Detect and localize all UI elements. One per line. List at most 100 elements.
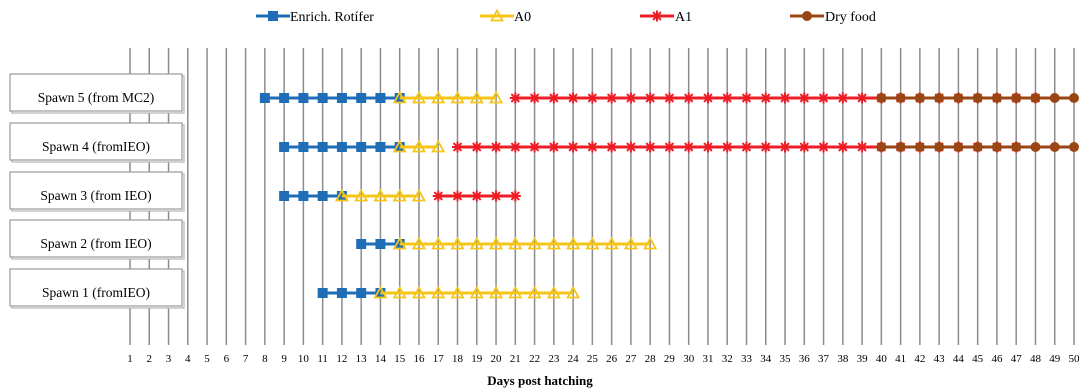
data-point bbox=[336, 93, 347, 103]
x-tick-label: 23 bbox=[548, 353, 560, 365]
x-tick-label: 31 bbox=[702, 353, 713, 365]
data-point bbox=[760, 141, 772, 153]
data-point bbox=[490, 190, 502, 202]
series-segment bbox=[876, 142, 1079, 152]
row-label-text: Spawn 3 (from IEO) bbox=[40, 188, 151, 203]
data-point bbox=[356, 142, 367, 152]
x-tick-label: 40 bbox=[876, 353, 888, 365]
data-point bbox=[471, 141, 483, 153]
data-point bbox=[914, 142, 925, 152]
data-point bbox=[452, 141, 464, 153]
data-point bbox=[972, 142, 983, 152]
data-point bbox=[279, 93, 290, 103]
x-tick-label: 42 bbox=[914, 353, 925, 365]
data-point bbox=[683, 92, 695, 104]
data-point bbox=[489, 90, 504, 104]
data-point bbox=[375, 93, 386, 103]
row-label: Spawn 3 (from IEO) bbox=[9, 171, 185, 212]
data-point bbox=[604, 236, 619, 250]
data-point bbox=[876, 93, 887, 103]
data-point bbox=[431, 236, 446, 250]
data-point bbox=[702, 92, 714, 104]
series-segment bbox=[259, 93, 405, 103]
x-tick-label: 5 bbox=[204, 353, 210, 365]
data-point bbox=[375, 239, 386, 249]
x-tick-label: 50 bbox=[1069, 353, 1081, 365]
row-label: Spawn 2 (from IEO) bbox=[9, 219, 185, 260]
x-tick-label: 45 bbox=[972, 353, 984, 365]
data-point bbox=[625, 92, 637, 104]
data-point bbox=[895, 93, 906, 103]
data-point bbox=[1049, 142, 1060, 152]
data-point bbox=[298, 142, 309, 152]
data-point bbox=[411, 90, 427, 104]
data-point bbox=[317, 191, 328, 201]
gridlines bbox=[129, 48, 1075, 345]
data-point bbox=[469, 90, 484, 104]
data-point bbox=[411, 139, 427, 153]
x-tick-label: 12 bbox=[336, 353, 347, 365]
data-point bbox=[702, 141, 714, 153]
data-point bbox=[914, 93, 925, 103]
data-point bbox=[1069, 93, 1079, 103]
x-tick-label: 48 bbox=[1030, 353, 1042, 365]
data-point bbox=[508, 285, 523, 299]
spawn-row bbox=[317, 285, 581, 299]
data-point bbox=[431, 90, 446, 104]
x-tick-label: 35 bbox=[780, 353, 792, 365]
legend-entry: Dry food bbox=[790, 10, 876, 25]
row-label-text: Spawn 5 (from MC2) bbox=[38, 90, 155, 105]
data-point bbox=[375, 142, 386, 152]
data-point bbox=[779, 92, 791, 104]
data-point bbox=[411, 236, 427, 250]
x-tick-label: 28 bbox=[645, 353, 657, 365]
data-point bbox=[623, 236, 638, 250]
data-point bbox=[490, 141, 502, 153]
x-tick-label: 27 bbox=[625, 353, 637, 365]
data-point bbox=[469, 285, 484, 299]
data-point bbox=[606, 92, 618, 104]
x-tick-label: 1 bbox=[127, 353, 133, 365]
x-tick-label: 19 bbox=[471, 353, 483, 365]
data-point bbox=[469, 236, 484, 250]
x-tick-label: 15 bbox=[394, 353, 406, 365]
data-point bbox=[450, 236, 465, 250]
row-label-text: Spawn 4 (fromIEO) bbox=[42, 139, 150, 154]
data-point bbox=[392, 188, 407, 202]
legend-marker bbox=[802, 11, 812, 21]
data-point bbox=[625, 141, 637, 153]
x-tick-label: 2 bbox=[147, 353, 153, 365]
x-tick-label: 49 bbox=[1049, 353, 1061, 365]
x-tick-label: 46 bbox=[991, 353, 1003, 365]
data-point bbox=[895, 142, 906, 152]
x-tick-label: 44 bbox=[953, 353, 965, 365]
data-point bbox=[1030, 142, 1041, 152]
data-point bbox=[798, 141, 810, 153]
data-point bbox=[356, 93, 367, 103]
data-point bbox=[683, 141, 695, 153]
data-point bbox=[606, 141, 618, 153]
data-point bbox=[643, 236, 658, 250]
series-segment bbox=[373, 285, 581, 299]
data-point bbox=[567, 141, 579, 153]
data-point bbox=[740, 92, 752, 104]
data-point bbox=[489, 236, 504, 250]
data-point bbox=[509, 190, 521, 202]
x-tick-label: 16 bbox=[413, 353, 425, 365]
data-point bbox=[953, 142, 964, 152]
series-segment bbox=[876, 93, 1079, 103]
x-tick-label: 10 bbox=[298, 353, 310, 365]
row-label-boxes: Spawn 5 (from MC2) Spawn 4 (fromIEO) Spawn… bbox=[9, 73, 185, 309]
data-point bbox=[392, 139, 407, 153]
spawn-rows bbox=[259, 90, 1079, 299]
data-point bbox=[972, 93, 983, 103]
legend-label: Enrich. Rotífer bbox=[290, 10, 374, 25]
data-point bbox=[317, 93, 328, 103]
series-segment bbox=[392, 90, 504, 104]
x-tick-label: 13 bbox=[356, 353, 368, 365]
data-point bbox=[527, 285, 542, 299]
spawn-row bbox=[356, 236, 658, 250]
data-point bbox=[432, 190, 444, 202]
legend-entry: A0 bbox=[480, 8, 531, 25]
data-point bbox=[856, 141, 868, 153]
